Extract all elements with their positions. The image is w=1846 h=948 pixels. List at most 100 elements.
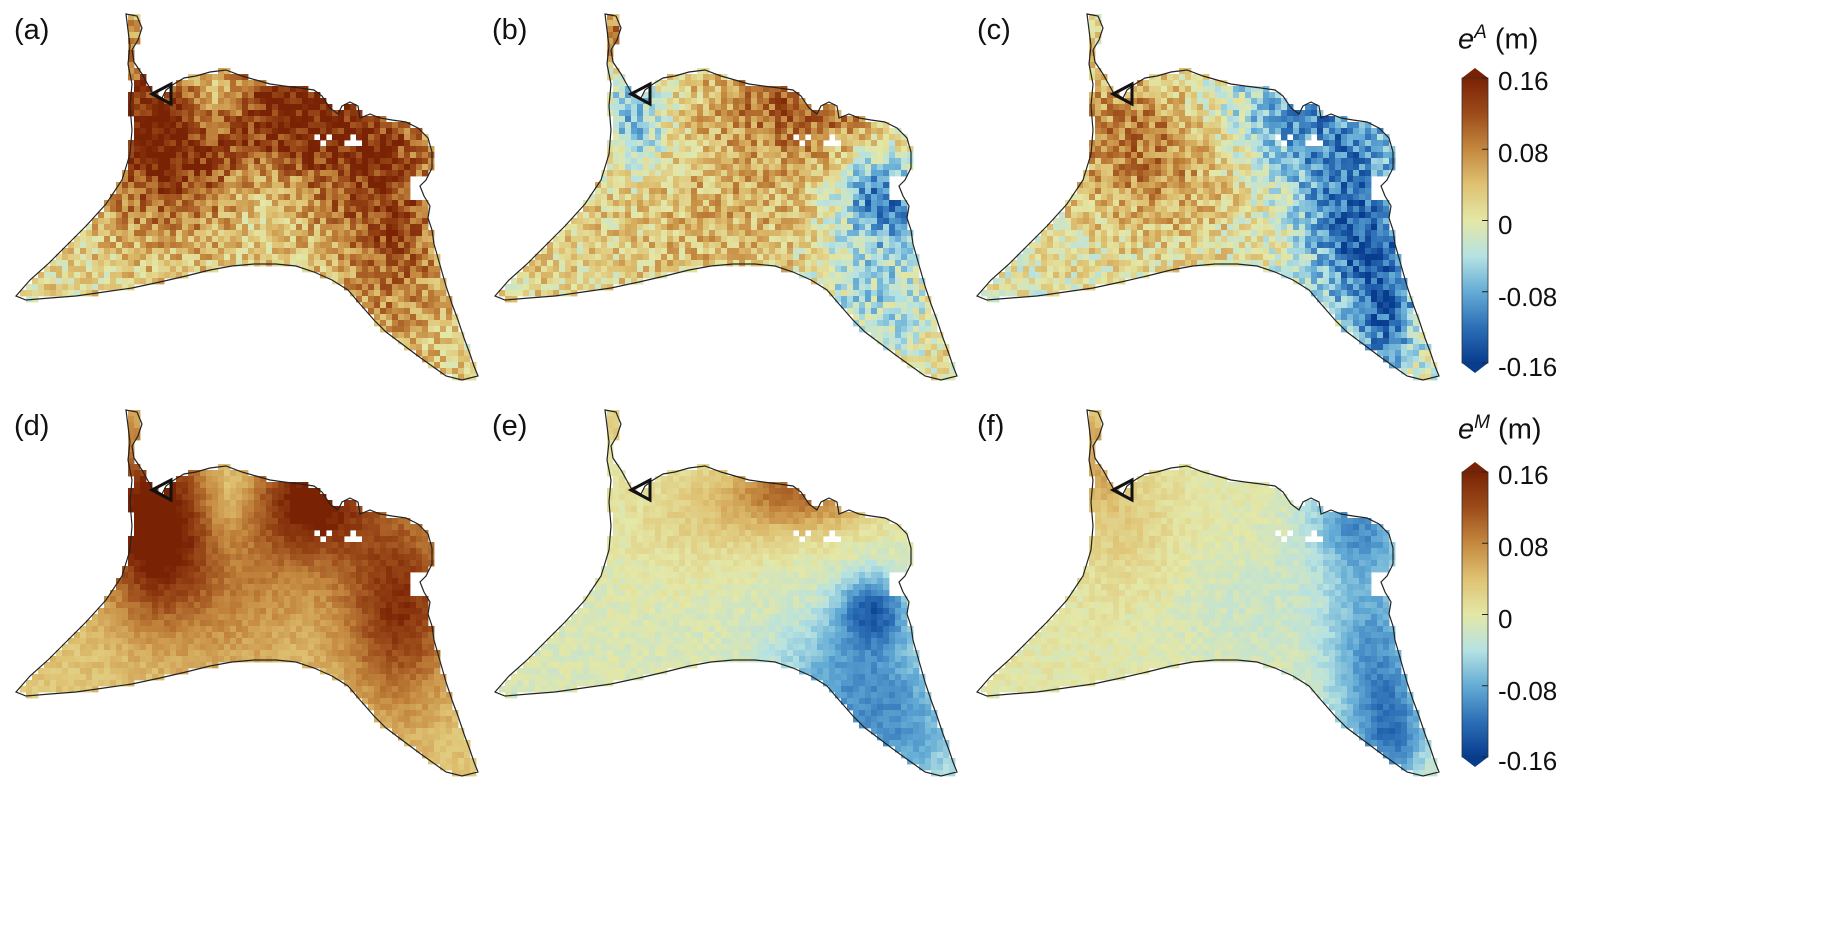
map-cell bbox=[823, 170, 830, 177]
map-cell bbox=[709, 194, 716, 201]
map-cell bbox=[1305, 218, 1312, 225]
map-cell bbox=[1251, 176, 1258, 183]
map-cell bbox=[1281, 176, 1288, 183]
map-cell bbox=[619, 254, 626, 261]
map-cell bbox=[1227, 116, 1234, 123]
map-cell bbox=[1125, 116, 1132, 123]
map-cell bbox=[859, 182, 866, 189]
map-cell bbox=[1185, 194, 1192, 201]
map-cell bbox=[1185, 80, 1192, 87]
map-cell bbox=[212, 182, 219, 189]
map-cell bbox=[428, 248, 435, 255]
map-cell bbox=[344, 122, 351, 129]
map-cell bbox=[302, 110, 309, 117]
map-cell bbox=[667, 236, 674, 243]
map-cell bbox=[895, 338, 902, 345]
map-cell bbox=[1119, 134, 1126, 141]
map-cell bbox=[440, 368, 447, 375]
map-cell bbox=[1191, 110, 1198, 117]
map-cell bbox=[1167, 134, 1174, 141]
map-cell bbox=[374, 182, 381, 189]
map-cell bbox=[787, 218, 794, 225]
map-cell bbox=[1209, 164, 1216, 171]
map-cell bbox=[619, 236, 626, 243]
map-cell bbox=[829, 176, 836, 183]
map-cell bbox=[721, 152, 728, 159]
map-cell bbox=[194, 104, 201, 111]
map-cell bbox=[386, 248, 393, 255]
map-cell bbox=[92, 272, 99, 279]
map-cell bbox=[170, 134, 177, 141]
map-cell bbox=[751, 158, 758, 165]
map-cell bbox=[1089, 170, 1096, 177]
map-cell bbox=[290, 182, 297, 189]
map-cell bbox=[655, 158, 662, 165]
map-cell bbox=[589, 200, 596, 207]
map-cell bbox=[919, 308, 926, 315]
map-cell bbox=[182, 224, 189, 231]
map-cell bbox=[739, 86, 746, 93]
map-cell bbox=[1197, 200, 1204, 207]
map-cell bbox=[619, 164, 626, 171]
map-cell bbox=[92, 218, 99, 225]
map-cell bbox=[613, 86, 620, 93]
map-cell bbox=[1365, 134, 1372, 141]
map-cell bbox=[1179, 122, 1186, 129]
map-cell bbox=[787, 176, 794, 183]
map-cell bbox=[1233, 224, 1240, 231]
map-cell bbox=[1113, 140, 1120, 147]
map-cell bbox=[709, 182, 716, 189]
map-cell bbox=[1233, 206, 1240, 213]
map-cell bbox=[1341, 206, 1348, 213]
map-cell bbox=[655, 236, 662, 243]
map-cell bbox=[266, 236, 273, 243]
map-cell bbox=[230, 80, 237, 87]
map-cell bbox=[1251, 212, 1258, 219]
map-cell bbox=[595, 248, 602, 255]
map-cell bbox=[1275, 182, 1282, 189]
map-cell bbox=[260, 110, 267, 117]
map-cell bbox=[302, 188, 309, 195]
map-cell bbox=[943, 362, 950, 369]
map-cell bbox=[188, 176, 195, 183]
map-cell bbox=[188, 218, 195, 225]
map-cell bbox=[380, 302, 387, 309]
map-cell bbox=[374, 218, 381, 225]
map-cell bbox=[1137, 128, 1144, 135]
map-cell bbox=[1119, 218, 1126, 225]
map-cell bbox=[416, 248, 423, 255]
map-cell bbox=[1179, 152, 1186, 159]
map-cell bbox=[883, 188, 890, 195]
map-cell bbox=[727, 86, 734, 93]
map-cell bbox=[1239, 182, 1246, 189]
map-cell bbox=[787, 212, 794, 219]
map-cell bbox=[1059, 230, 1066, 237]
map-cell bbox=[883, 278, 890, 285]
map-cell bbox=[643, 152, 650, 159]
map-cell bbox=[194, 212, 201, 219]
map-cell bbox=[1377, 152, 1384, 159]
map-cell bbox=[212, 224, 219, 231]
map-cell bbox=[98, 284, 105, 291]
map-cell bbox=[1341, 212, 1348, 219]
map-cell bbox=[278, 230, 285, 237]
map-cell bbox=[260, 140, 267, 147]
map-cell bbox=[1275, 170, 1282, 177]
map-cell bbox=[1239, 110, 1246, 117]
map-cell bbox=[260, 158, 267, 165]
map-cell bbox=[392, 194, 399, 201]
map-cell bbox=[146, 248, 153, 255]
map-cell bbox=[182, 146, 189, 153]
map-cell bbox=[649, 98, 656, 105]
map-cell bbox=[853, 272, 860, 279]
map-cell bbox=[188, 170, 195, 177]
map-cell bbox=[164, 152, 171, 159]
map-cell bbox=[332, 116, 339, 123]
map-cell bbox=[272, 164, 279, 171]
map-cell bbox=[332, 164, 339, 171]
map-cell bbox=[511, 278, 518, 285]
map-cell bbox=[152, 248, 159, 255]
map-cell bbox=[38, 278, 45, 285]
map-cell bbox=[1119, 200, 1126, 207]
map-cell bbox=[170, 164, 177, 171]
